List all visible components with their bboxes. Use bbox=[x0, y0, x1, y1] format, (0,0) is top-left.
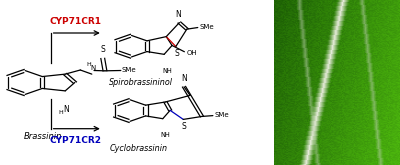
Text: SMe: SMe bbox=[214, 112, 229, 118]
Text: SMe: SMe bbox=[122, 67, 136, 73]
Text: S: S bbox=[182, 122, 186, 131]
Text: Cyclobrassinin: Cyclobrassinin bbox=[109, 144, 168, 153]
Text: CYP71CR2: CYP71CR2 bbox=[49, 136, 101, 145]
Text: N: N bbox=[182, 74, 188, 83]
Text: Spirobrassininol: Spirobrassininol bbox=[109, 78, 173, 87]
Text: H: H bbox=[87, 62, 92, 67]
Text: SMe: SMe bbox=[199, 24, 214, 30]
Text: NH: NH bbox=[162, 68, 172, 74]
Text: OH: OH bbox=[187, 50, 198, 56]
Text: S: S bbox=[100, 45, 105, 54]
Text: N: N bbox=[175, 10, 181, 19]
Text: N: N bbox=[64, 104, 70, 114]
Text: NH: NH bbox=[161, 132, 170, 138]
Text: H: H bbox=[58, 110, 63, 115]
Text: S: S bbox=[175, 49, 180, 58]
Text: Brassinin: Brassinin bbox=[23, 132, 62, 141]
Text: CYP71CR1: CYP71CR1 bbox=[49, 17, 101, 26]
Text: N: N bbox=[90, 65, 96, 71]
